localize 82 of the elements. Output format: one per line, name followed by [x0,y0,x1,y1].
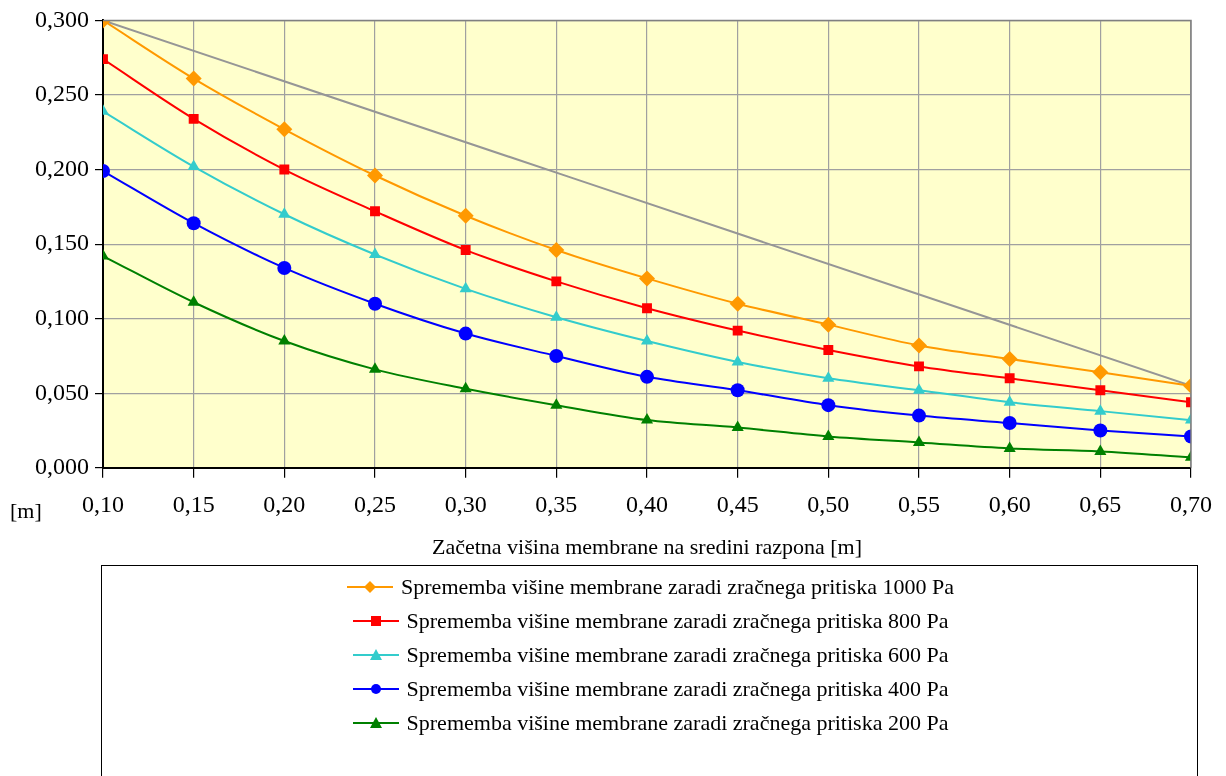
point [548,242,565,259]
point [551,276,562,287]
point [1004,373,1015,384]
x-tick-label: 0,30 [444,491,487,518]
y-tick-label: 0,100 [35,303,89,330]
x-tick-label: 0,15 [172,491,215,518]
point [368,296,382,311]
point [639,270,655,287]
point [187,159,200,171]
point [187,295,200,306]
x-tick-label: 0,35 [535,491,578,518]
point [730,383,745,398]
x-tick-label: 0,25 [354,491,396,518]
legend-label: Sprememba višine membrane zaradi zračnega pritiska 1000 Pa [401,574,954,600]
point [459,381,472,393]
point [911,337,927,354]
point [822,371,835,382]
x-tick-label: 0,70 [1170,491,1212,518]
point [459,281,472,293]
x-tick-label: 0,60 [988,491,1031,518]
point [912,435,926,446]
y-tick-label: 0,200 [35,154,89,181]
point [640,369,654,384]
point [367,167,383,184]
point [642,303,652,314]
point [1095,385,1106,396]
point [276,121,293,138]
point [821,398,836,413]
point [368,362,382,373]
point [912,383,926,394]
point [278,334,291,345]
y-tick-label: 0,150 [35,229,89,256]
legend-label: Sprememba višine membrane zaradi zračnega pritiska 200 Pa [406,710,949,736]
point [640,334,654,345]
point [370,206,380,217]
x-tick-label: 0,65 [1079,491,1122,518]
point [277,260,292,275]
point [1092,364,1109,381]
point [550,310,563,321]
y-tick-label: 0,050 [35,378,89,405]
x-tick-label: 0,50 [807,491,850,518]
point [549,348,564,363]
point [460,245,471,256]
point [1003,441,1016,452]
point [731,354,744,366]
x-tick-label: 0,20 [263,491,306,518]
point [278,207,291,218]
point [732,325,743,336]
point [729,295,746,312]
x-axis-title: Začetna višina membrane na sredini razpona [m] [431,533,863,559]
point [1003,395,1016,406]
point [1093,423,1108,438]
point [1001,350,1018,367]
point [1002,416,1017,431]
point [186,216,201,231]
y-axis-title: [m] [10,498,42,524]
x-tick-label: 0,55 [898,491,940,518]
point [912,408,926,423]
point [457,207,474,224]
point [1094,404,1107,415]
legend-label: Sprememba višine membrane zaradi zračnega pritiska 600 Pa [406,642,949,668]
point [368,247,382,259]
point [820,316,837,333]
point [640,413,654,424]
point [458,326,473,341]
x-tick-label: 0,40 [626,491,668,518]
point [185,70,202,87]
point [279,164,290,175]
y-tick-label: 0,250 [35,80,89,107]
point [914,361,924,372]
point [822,429,835,440]
point [188,113,199,124]
point [823,345,834,355]
point [550,398,563,409]
point [731,420,744,432]
legend-label: Sprememba višine membrane zaradi zračnega pritiska 400 Pa [406,676,949,702]
y-tick-label: 0,300 [35,5,89,32]
point [1094,444,1107,455]
legend-label: Sprememba višine membrane zaradi zračnega pritiska 800 Pa [406,608,949,634]
x-tick-label: 0,10 [82,491,124,518]
x-tick-label: 0,45 [716,491,759,518]
y-tick-label: 0,000 [35,453,89,480]
